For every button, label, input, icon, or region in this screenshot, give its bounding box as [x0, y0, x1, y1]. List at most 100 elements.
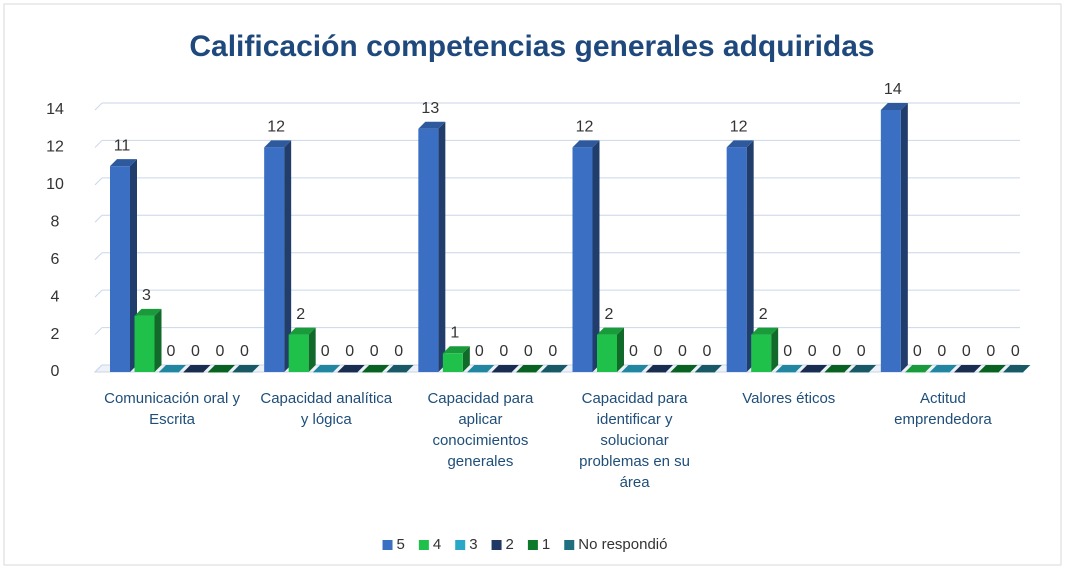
bar-top — [467, 365, 495, 372]
value-label: 0 — [240, 343, 249, 360]
bar-top — [1003, 365, 1031, 372]
value-label: 2 — [759, 306, 768, 323]
bar — [880, 110, 901, 372]
bar-top — [442, 346, 470, 354]
bar-top — [110, 159, 137, 167]
bar — [159, 372, 179, 373]
bar-top — [313, 365, 341, 372]
value-label: 0 — [986, 343, 995, 360]
bar-side — [771, 327, 779, 372]
grid-line — [94, 252, 103, 261]
bar — [418, 128, 439, 372]
legend-label: 3 — [469, 536, 477, 553]
bar — [726, 147, 747, 372]
bar-top — [418, 121, 446, 129]
bar-top — [978, 365, 1006, 372]
bar — [695, 372, 715, 373]
bar — [134, 315, 155, 372]
bar — [849, 372, 870, 373]
bar-side — [284, 140, 292, 372]
bar-side — [592, 140, 600, 372]
bar — [337, 372, 358, 373]
value-label: 0 — [524, 343, 533, 360]
legend-label: 1 — [542, 536, 550, 553]
bar-side — [438, 121, 446, 372]
legend-swatch — [491, 540, 502, 550]
bar — [288, 334, 309, 372]
bar-top — [516, 365, 544, 372]
legend-swatch — [382, 540, 393, 550]
value-label: 13 — [421, 100, 439, 117]
bar — [540, 372, 561, 373]
bar — [467, 372, 488, 373]
value-label: 0 — [548, 343, 557, 360]
legend-label: 2 — [506, 536, 514, 553]
bar-top — [597, 327, 624, 335]
value-label: 0 — [475, 343, 484, 360]
bar-top — [621, 365, 649, 372]
chart-title: Calificación competencias generales adqu… — [189, 30, 874, 63]
bar — [800, 372, 821, 373]
bar — [824, 372, 845, 373]
bar-top — [646, 365, 673, 372]
legend-swatch — [418, 540, 429, 550]
value-label: 0 — [1011, 343, 1020, 360]
bar-side — [308, 327, 316, 372]
bar — [442, 353, 463, 372]
bar — [208, 372, 228, 373]
value-label: 1 — [450, 325, 459, 342]
bar-top — [159, 365, 186, 372]
value-label: 12 — [267, 119, 285, 136]
value-label: 0 — [678, 343, 687, 360]
value-label: 0 — [783, 343, 792, 360]
bar — [954, 372, 975, 373]
bar — [646, 372, 666, 373]
value-label: 0 — [370, 343, 379, 360]
value-label: 0 — [962, 343, 971, 360]
x-tick-label: Capacidad para identificar y solucionar … — [579, 390, 691, 491]
bar-top — [929, 365, 957, 372]
legend-label: No respondió — [578, 536, 667, 553]
value-label: 0 — [703, 343, 712, 360]
bar — [572, 147, 593, 372]
y-tick-label: 12 — [46, 139, 64, 156]
value-label: 0 — [499, 343, 508, 360]
value-label: 0 — [808, 343, 817, 360]
grid-line — [94, 214, 103, 223]
value-label: 0 — [913, 343, 922, 360]
grid-line — [94, 177, 103, 186]
bar-side — [746, 140, 754, 372]
bar — [670, 372, 691, 373]
bar — [516, 372, 537, 373]
value-label: 12 — [730, 119, 748, 136]
bar-side — [462, 346, 470, 372]
bar-top — [572, 140, 600, 148]
bar-top — [208, 365, 235, 372]
bar-top — [491, 365, 519, 372]
bar — [978, 372, 999, 373]
bar — [491, 372, 512, 373]
x-tick-label: Comunicación oral y Escrita — [104, 390, 241, 428]
bar — [751, 334, 772, 372]
bar-top — [264, 140, 292, 148]
y-tick-label: 14 — [46, 101, 64, 118]
bar-top — [775, 365, 803, 372]
legend-label: 5 — [397, 536, 405, 553]
bar-top — [134, 308, 162, 316]
value-label: 14 — [884, 81, 902, 98]
bar-top — [751, 327, 779, 335]
bar — [232, 372, 253, 373]
value-label: 0 — [832, 343, 841, 360]
legend-swatch — [455, 540, 466, 550]
value-label: 0 — [629, 343, 638, 360]
x-tick-label: Valores éticos — [742, 390, 836, 407]
value-label: 0 — [216, 343, 225, 360]
value-label: 0 — [321, 343, 330, 360]
bar — [905, 372, 926, 373]
value-label: 0 — [394, 343, 403, 360]
bar-top — [905, 365, 933, 372]
value-label: 0 — [857, 343, 866, 360]
legend-swatch — [564, 540, 575, 550]
